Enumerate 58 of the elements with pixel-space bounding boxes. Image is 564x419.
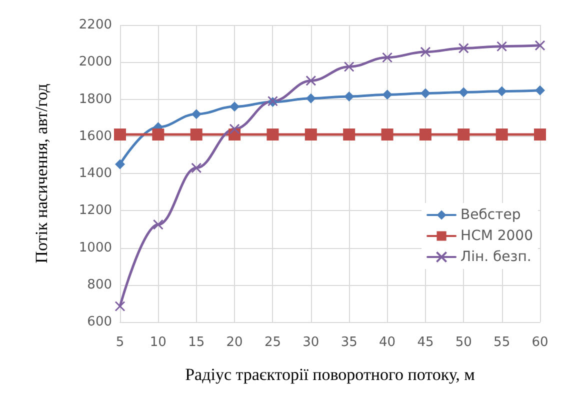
point	[496, 86, 507, 96]
y-tick-label: 1400	[78, 166, 112, 181]
y-tick-label: 2000	[78, 54, 112, 70]
y-axis-title: Потік насичення, авт/год	[32, 83, 51, 264]
y-tick-label: 800	[87, 277, 112, 292]
point	[229, 124, 240, 134]
x-tick-label: 35	[340, 335, 358, 350]
y-tick-label: 1000	[78, 240, 112, 256]
legend-label: HCM 2000	[460, 228, 534, 244]
y-tick-label: 1800	[78, 92, 112, 107]
x-tick-label: 15	[188, 335, 205, 350]
x-tick-label: 20	[226, 335, 243, 350]
point	[382, 52, 393, 63]
point	[114, 300, 126, 312]
y-tick-label: 1600	[78, 128, 112, 144]
x-tick-label: 40	[379, 335, 396, 350]
x-axis-title: Радіус траєкторії поворотного потоку, м	[185, 365, 476, 384]
x-tick-label: 25	[264, 335, 281, 350]
point	[420, 88, 430, 98]
point	[534, 128, 546, 141]
point	[152, 128, 164, 141]
legend-label: Лін. безп.	[460, 249, 532, 265]
point	[535, 85, 545, 96]
point	[115, 159, 125, 170]
point	[458, 42, 469, 54]
legend-label: Вебстер	[460, 207, 521, 223]
point	[382, 90, 392, 100]
y-tick-label: 2200	[78, 18, 112, 32]
point	[191, 109, 202, 120]
y-tick-label: 600	[87, 314, 112, 330]
point	[230, 102, 240, 112]
x-tick-label: 10	[150, 335, 166, 350]
point	[306, 93, 316, 104]
point	[496, 41, 508, 52]
point	[152, 219, 164, 230]
point	[343, 128, 356, 141]
point	[304, 128, 317, 141]
point	[190, 128, 202, 141]
point	[344, 62, 354, 72]
x-tick-label: 55	[494, 335, 510, 350]
point	[496, 128, 508, 141]
point	[266, 128, 279, 141]
x-tick-label: 5	[116, 335, 124, 350]
point	[420, 46, 431, 58]
x-tick-label: 30	[302, 335, 320, 350]
x-tick-label: 50	[455, 335, 472, 350]
x-tick-label: 60	[532, 335, 548, 350]
point	[534, 40, 546, 51]
x-tick-label: 45	[417, 335, 434, 350]
point	[191, 162, 202, 174]
y-tick-label: 1200	[78, 203, 112, 218]
point	[419, 128, 432, 141]
point	[458, 87, 469, 98]
point	[381, 128, 394, 141]
point	[306, 75, 316, 86]
point	[344, 91, 354, 102]
point	[114, 128, 126, 141]
point	[458, 128, 470, 141]
